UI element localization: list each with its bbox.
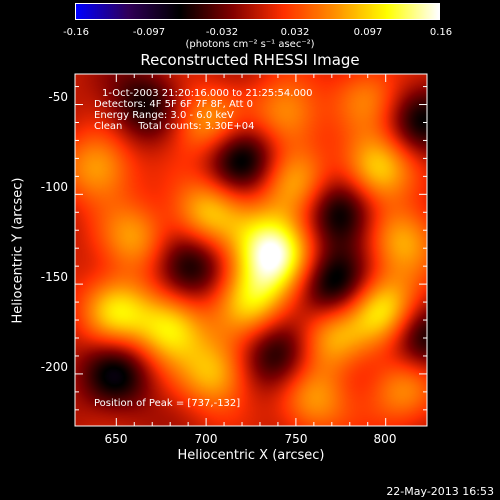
y-tick-label: -100 <box>40 180 68 194</box>
footer-date: 22-May-2013 16:53 <box>386 485 494 498</box>
detectors-annotation: Detectors: 4F 5F 6F 7F 8F, Att 0 <box>94 99 254 110</box>
y-tick-label: -50 <box>48 90 68 104</box>
heatmap-image <box>75 74 427 426</box>
chart-title: Reconstructed RHESSI Image <box>140 51 360 69</box>
energy-annotation: Energy Range: 3.0 - 6.0 keV <box>94 110 234 121</box>
colorbar-tick-label: 0.16 <box>429 27 453 38</box>
colorbar-tick-label: 0.032 <box>280 27 310 38</box>
time-range-annotation: 1-Oct-2003 21:20:16.000 to 21:25:54.000 <box>102 88 313 99</box>
colorbar-tick-label: 0.097 <box>353 27 383 38</box>
x-tick-label: 700 <box>194 432 218 446</box>
colorbar-tick-label: -0.032 <box>205 27 239 38</box>
colorbar-units: (photons cm⁻² s⁻¹ asec⁻²) <box>185 39 315 50</box>
y-tick-label: -150 <box>40 270 68 284</box>
method-annotation: Clean Total counts: 3.30E+04 <box>94 121 255 132</box>
x-tick-label: 750 <box>284 432 308 446</box>
x-tick-label: 800 <box>373 432 397 446</box>
colorbar-tick-label: -0.097 <box>132 27 166 38</box>
colorbar <box>75 3 440 20</box>
y-tick-label: -200 <box>40 360 68 374</box>
colorbar-tick-label: -0.16 <box>63 27 89 38</box>
y-axis-label: Heliocentric Y (arcsec) <box>10 177 26 324</box>
plot-frame <box>74 73 428 427</box>
x-axis-label: Heliocentric X (arcsec) <box>177 448 325 463</box>
x-tick-label: 650 <box>104 432 128 446</box>
peak-position-annotation: Position of Peak = [737,-132] <box>94 398 241 409</box>
